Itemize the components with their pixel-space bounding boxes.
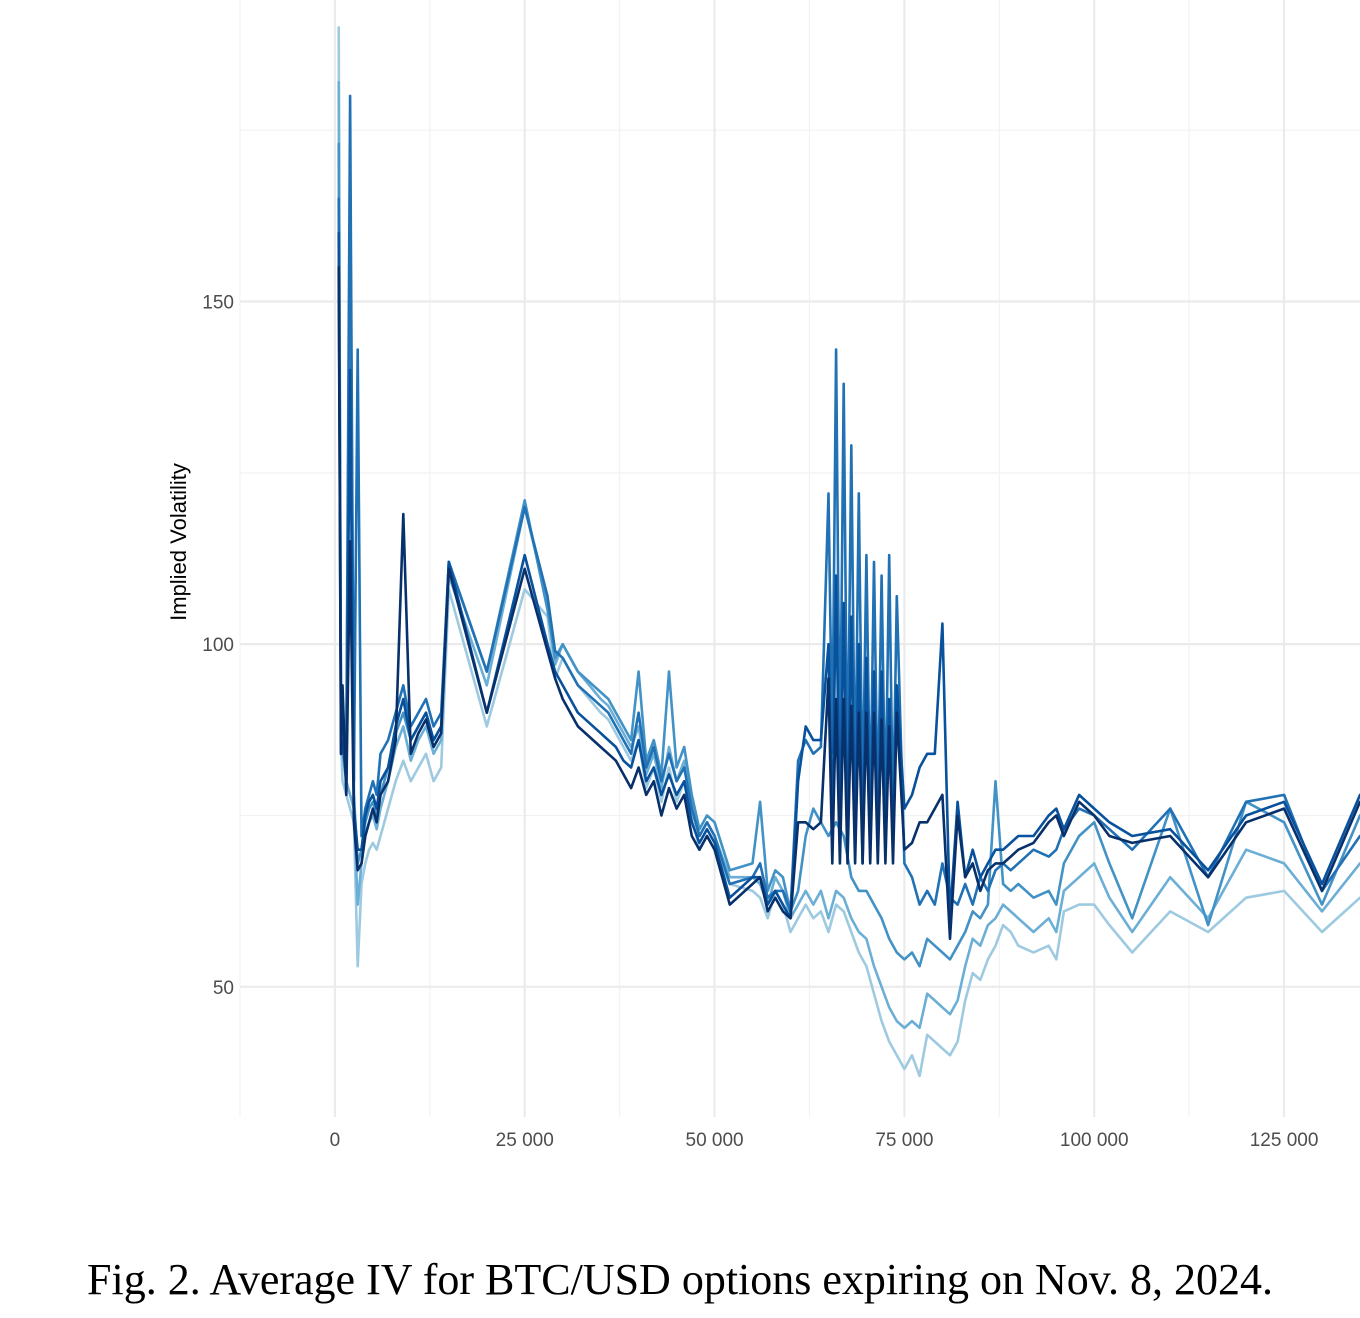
series-line-1 [337,26,1360,1078]
figure-caption: Fig. 2. Average IV for BTC/USD options e… [87,1255,1273,1304]
y-axis-tick-labels: 50 100 150 [202,293,234,999]
series-line-5 [337,231,1360,920]
x-tick-label: 25 000 [496,1130,554,1151]
grid-lines [239,0,1360,1117]
x-tick-label: 0 [330,1130,341,1151]
y-tick-label: 100 [202,635,234,656]
y-tick-label: 150 [202,293,234,314]
y-axis-title: Implied Volatility [166,463,191,621]
y-tick-label: 50 [213,978,234,999]
x-axis-tick-labels: 0 25 000 50 000 75 000 100 000 125 000 [330,1130,1319,1151]
series-group [337,26,1360,1078]
x-tick-label: 75 000 [875,1130,933,1151]
x-tick-label: 125 000 [1250,1130,1319,1151]
iv-line-chart: 0 25 000 50 000 75 000 100 000 125 000 50 100 1… [166,0,1360,1151]
series-line-6 [337,265,1360,941]
x-tick-label: 100 000 [1060,1130,1129,1151]
x-tick-label: 50 000 [686,1130,744,1151]
